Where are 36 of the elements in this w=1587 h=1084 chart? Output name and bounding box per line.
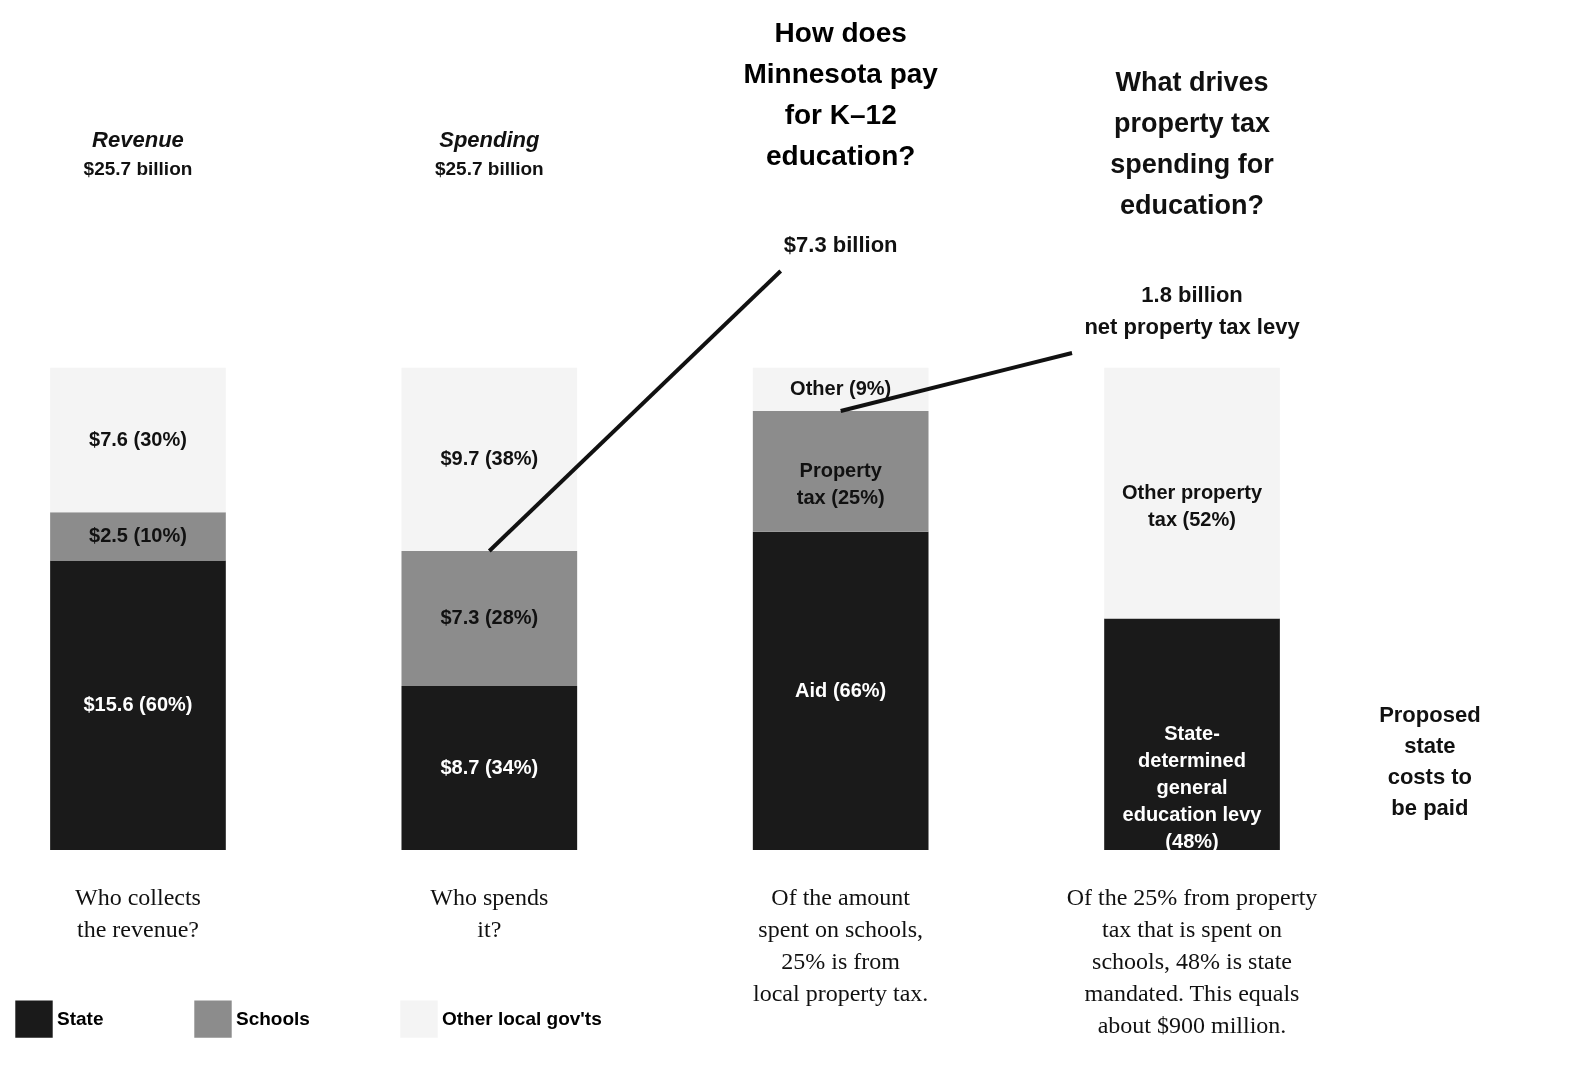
annotation: $7.3 billion [783, 232, 898, 257]
legend-label: State [57, 1008, 104, 1030]
bar [401, 550, 578, 686]
text: $25.7 billion [434, 158, 544, 179]
data-label: Other (9%) [790, 377, 892, 400]
bar [50, 367, 226, 513]
bar [1104, 367, 1280, 619]
data-label: Other property tax (52%) [1122, 481, 1263, 531]
data-label: $2.5 (10%) [89, 524, 187, 547]
data-label: $8.7 (34%) [440, 756, 539, 778]
x-tick-label: Who collects the revenue? [75, 883, 201, 942]
data-label: State- determined general education levy (48%) [1122, 722, 1263, 853]
legend-label: Other local gov'ts [442, 1008, 602, 1030]
annotation: 1.8 billion net property tax levy [1084, 282, 1301, 339]
text: What drives property tax spending for education? [1110, 67, 1275, 220]
x-tick-label: Of the 25% from property tax that is spent on schools, 48% is state mandated. This equals about $900 million. [1066, 883, 1318, 1038]
bar [50, 560, 226, 850]
text: $25.7 billion [83, 158, 193, 179]
chart-title: How does Minnesota pay for K–12 education? [743, 17, 939, 171]
bar [1104, 618, 1280, 850]
bar [50, 512, 226, 561]
data-label: Property tax (25%) [796, 459, 885, 509]
data-label: $7.3 (28%) [440, 606, 539, 629]
x-tick-label: Of the amount spent on schools, 25% is from local property tax. [753, 883, 929, 1006]
bar [401, 686, 578, 850]
x-tick-label: Who spends it? [430, 883, 549, 942]
bar [752, 531, 929, 850]
data-label: $9.7 (38%) [440, 447, 539, 470]
text: Proposed state costs to be paid [1379, 702, 1481, 821]
data-label: $15.6 (60%) [83, 693, 193, 716]
data-label: $7.6 (30%) [89, 428, 187, 450]
text: Revenue [92, 127, 184, 152]
data-label: Aid (66%) [795, 678, 887, 701]
bar [401, 367, 578, 551]
legend-label: Schools [236, 1008, 310, 1030]
text: Spending [439, 127, 540, 152]
